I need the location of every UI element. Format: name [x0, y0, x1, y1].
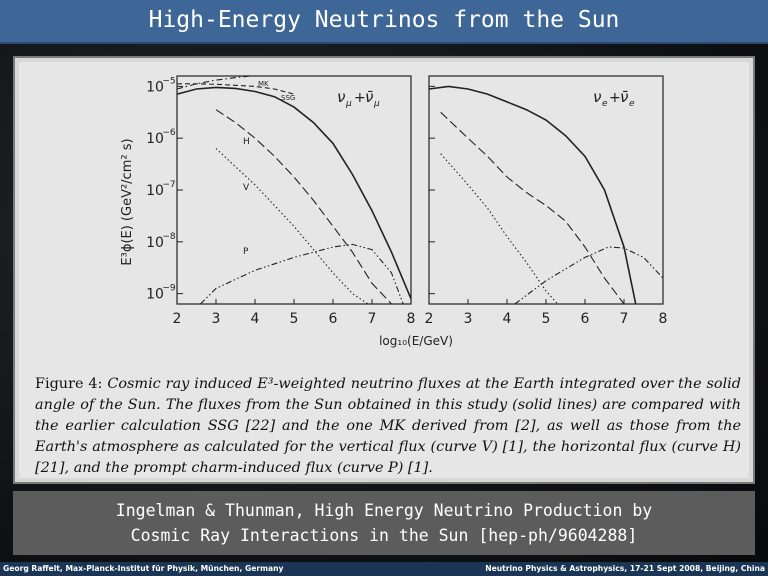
panel-left-frame	[176, 75, 412, 305]
x-tick-label: 6	[329, 311, 338, 327]
reference-line-2: Cosmic Ray Interactions in the Sun [hep-…	[130, 526, 638, 545]
panel-right-title: ν e + ν̄ e	[593, 88, 635, 109]
left-y-ticks: 10−510−610−710−810−9	[146, 76, 183, 303]
footer-left: Georg Raffelt, Max-Planck-Institut für P…	[3, 564, 284, 573]
slide-title: High-Energy Neutrinos from the Sun	[0, 0, 768, 44]
right-title-nubar-sub: e	[629, 99, 635, 109]
curve-label-mk: MK	[258, 80, 269, 88]
x-tick-label: 7	[368, 311, 377, 327]
y-tick-exponent: −9	[162, 284, 176, 294]
left-curve-this-study	[176, 86, 412, 300]
right-curve-this-study	[428, 85, 637, 305]
x-tick-label: 7	[620, 311, 629, 327]
caption-text: Cosmic ray induced E³-weighted neutrino …	[35, 376, 741, 476]
flux-plots: E³ϕ(E) (GeV²/cm² s) 10−510−610−710−810−9…	[120, 75, 668, 348]
curve-label-ssg: SSG	[281, 94, 295, 102]
right-x-ticks: 2 3 4 5 6 7 8	[425, 85, 668, 327]
left-title-sub: μ	[345, 99, 352, 109]
right-curve-v	[440, 153, 559, 305]
x-tick-label: 6	[581, 311, 590, 327]
footer-bar: Georg Raffelt, Max-Planck-Institut für P…	[0, 562, 768, 576]
left-x-ticks: 2 3 4 5 6 7 8	[173, 299, 416, 327]
y-tick-exponent: −5	[162, 76, 175, 86]
left-title-nubar: ν̄	[365, 88, 373, 106]
y-tick-exponent: −7	[162, 180, 175, 190]
curve-label-p: P	[243, 247, 249, 257]
x-tick-label: 2	[173, 311, 182, 327]
left-curve-h	[215, 109, 392, 305]
x-tick-label: 8	[407, 311, 416, 327]
right-curves	[428, 85, 664, 305]
x-tick-label: 4	[251, 311, 260, 327]
x-tick-label: 3	[212, 311, 221, 327]
curve-label-h: H	[243, 137, 250, 147]
reference-box: Ingelman & Thunman, High Energy Neutrino…	[13, 491, 755, 555]
left-curve-p	[200, 243, 404, 305]
y-tick-exponent: −8	[162, 232, 176, 242]
right-title-nu: ν	[593, 88, 601, 106]
x-tick-label: 5	[290, 311, 299, 327]
x-tick-label: 5	[542, 311, 551, 327]
x-tick-label: 4	[503, 311, 512, 327]
right-title-nubar: ν̄	[620, 88, 628, 106]
y-tick-exponent: −6	[162, 128, 176, 138]
figure-frame: E³ϕ(E) (GeV²/cm² s) 10 −5 10 −6 10 −7 10 −8 10 −9…	[13, 56, 755, 484]
reference-line-1: Ingelman & Thunman, High Energy Neutrino…	[115, 501, 653, 520]
y-axis-label: E³ϕ(E) (GeV²/cm² s)	[120, 138, 135, 265]
figure-area: E³ϕ(E) (GeV²/cm² s) 10 −5 10 −6 10 −7 10 −8 10 −9…	[19, 62, 749, 478]
left-curve-ssg	[177, 83, 295, 95]
panel-right: 2 3 4 5 6 7 8 ν e + ν̄ e	[425, 75, 668, 327]
right-title-plus: +	[609, 90, 621, 106]
left-title-nu: ν	[337, 88, 345, 106]
y-tick-label: 10	[146, 79, 164, 95]
figure-caption: Figure 4: Cosmic ray induced E³-weighted…	[35, 374, 741, 479]
left-title-nubar-sub: μ	[373, 99, 380, 109]
curve-label-v: V	[243, 183, 250, 193]
x-tick-label: 3	[464, 311, 473, 327]
panel-left-title: ν μ + ν̄ μ	[337, 88, 380, 109]
y-tick-label: 10	[146, 183, 164, 199]
right-curve-p	[514, 246, 664, 305]
y-tick-label: 10	[146, 287, 164, 303]
x-axis-label: log₁₀(E/GeV)	[379, 334, 453, 348]
left-title-plus: +	[354, 90, 366, 106]
right-curve-h	[440, 111, 625, 305]
footer-right: Neutrino Physics & Astrophysics, 17-21 S…	[485, 564, 765, 573]
left-curves	[176, 75, 412, 305]
y-tick-label: 10	[146, 235, 164, 251]
caption-label: Figure 4:	[35, 376, 103, 392]
y-tick-label: 10	[146, 131, 164, 147]
right-title-sub: e	[602, 99, 608, 109]
left-curve-v	[215, 148, 369, 305]
x-tick-label: 8	[659, 311, 668, 327]
x-tick-label: 2	[425, 311, 434, 327]
